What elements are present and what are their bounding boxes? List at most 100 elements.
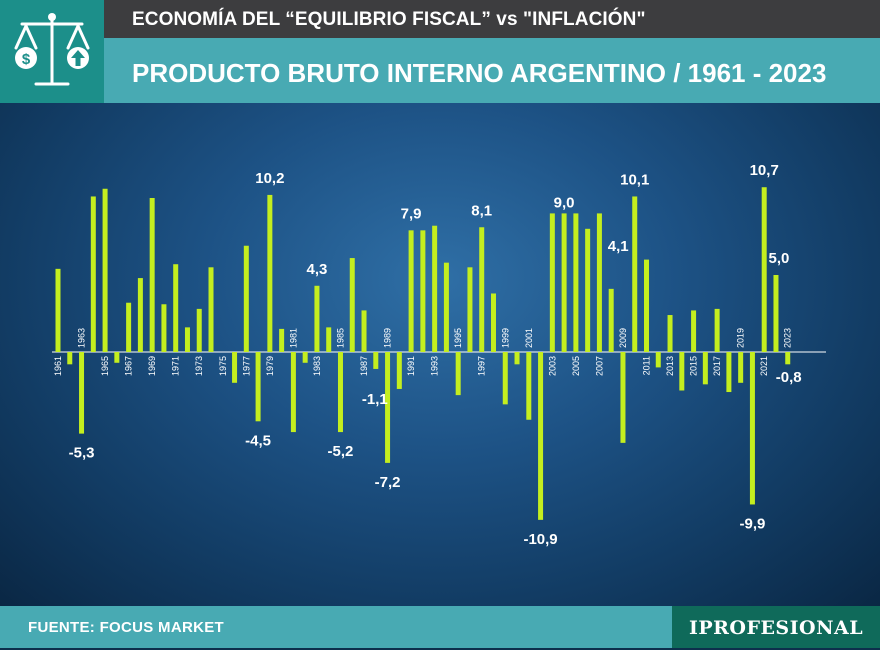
tick-label-2019: 2019 [736,328,746,348]
tick-label-1999: 1999 [500,328,510,348]
tick-label-1973: 1973 [194,356,204,376]
tick-label-1963: 1963 [77,328,87,348]
brand-logo: IPROFESIONAL [672,606,880,648]
tick-label-1995: 1995 [453,328,463,348]
data-label-1983: 4,3 [307,261,328,278]
bar-1986 [349,258,355,352]
bar-2012 [655,352,661,368]
tick-label-1965: 1965 [100,356,110,376]
bar-1972 [184,327,190,352]
data-label-1963: -5,3 [69,445,95,462]
data-label-2021: 10,7 [750,162,779,179]
data-label-1979: 10,2 [255,170,284,187]
tick-label-2013: 2013 [665,356,675,376]
bar-1968 [137,278,143,352]
tick-label-2001: 2001 [524,328,534,348]
bar-1980 [279,328,285,352]
bar-2021 [761,187,767,352]
tick-label-1981: 1981 [288,328,298,348]
chart-title: PRODUCTO BRUTO INTERNO ARGENTINO / 1961 … [104,38,880,103]
bar-2017 [714,308,720,352]
bar-2004 [561,213,567,352]
tick-label-2015: 2015 [689,356,699,376]
bar-2019 [738,352,744,383]
bar-1996 [467,267,473,352]
tick-label-2017: 2017 [712,356,722,376]
bar-1995 [455,352,461,396]
bar-2010 [632,196,638,352]
bar-2001 [526,352,532,420]
bar-2000 [514,352,520,365]
tick-label-1969: 1969 [147,356,157,376]
bar-1992 [420,230,426,352]
bar-1989 [385,352,391,463]
bar-2023 [785,352,791,365]
bar-1997 [479,227,485,352]
tick-label-1977: 1977 [241,356,251,376]
bar-2018 [726,352,732,393]
bar-2011 [644,259,649,352]
bar-1998 [490,293,496,352]
bar-1983 [314,285,320,352]
bar-2003 [549,213,555,352]
tick-label-1993: 1993 [430,356,440,376]
tick-label-2005: 2005 [571,356,581,376]
bar-1973 [196,308,202,352]
bar-1981 [290,352,296,433]
bar-2005 [573,213,579,352]
data-label-1997: 8,1 [471,202,492,219]
bar-1977 [243,245,249,352]
bar-2008 [608,288,614,352]
bar-1988 [373,352,379,369]
data-label-1985: -5,2 [328,443,354,460]
tick-label-1987: 1987 [359,356,369,376]
data-label-2002: -10,9 [523,531,557,548]
bar-2016 [702,352,708,385]
bar-2014 [679,352,685,391]
bar-1987 [361,310,367,352]
tick-label-2009: 2009 [618,328,628,348]
bar-1990 [396,352,402,389]
tick-label-2007: 2007 [594,356,604,376]
data-label-1978: -4,5 [245,432,271,449]
tick-label-1967: 1967 [124,356,134,376]
bar-1974 [208,267,214,352]
tick-label-2023: 2023 [783,328,793,348]
bar-1971 [173,264,179,352]
data-label-2020: -9,9 [740,515,766,532]
bar-1976 [232,352,238,383]
bar-1985 [337,352,343,433]
bar-2007 [596,213,602,352]
tick-label-1979: 1979 [265,356,275,376]
bar-1966 [114,352,120,363]
tick-label-2021: 2021 [759,356,769,376]
data-label-2008: 4,1 [608,238,629,255]
data-label-2023: -0,8 [776,369,802,386]
data-label-1989: -7,2 [375,474,401,491]
bar-2022 [773,275,779,352]
bar-1962 [67,352,73,365]
tick-label-1991: 1991 [406,356,416,376]
bar-2015 [691,310,697,352]
bar-1963 [79,352,85,434]
tick-label-1983: 1983 [312,356,322,376]
tick-label-1961: 1961 [53,356,63,376]
bar-2009 [620,352,626,443]
bar-2002 [538,352,544,520]
bar-1991 [408,230,414,352]
logo-box: $ [0,0,104,103]
data-label-2022: 5,0 [769,250,790,267]
bar-1984 [326,327,332,352]
tick-label-1997: 1997 [477,356,487,376]
chart-area: 1961 1963 1965 1967 1969 1971 1973 1975 1977 1979… [0,103,880,606]
svg-text:$: $ [22,51,31,68]
source-label: FUENTE: FOCUS MARKET [0,606,672,648]
bar-1969 [149,198,155,352]
data-label-1988: -1,1 [362,391,388,408]
tick-label-1975: 1975 [218,356,228,376]
bar-1999 [502,352,508,405]
bar-1970 [161,304,167,352]
tick-label-1971: 1971 [171,356,181,376]
data-label-2010: 10,1 [620,171,649,188]
bar-1994 [443,262,449,352]
